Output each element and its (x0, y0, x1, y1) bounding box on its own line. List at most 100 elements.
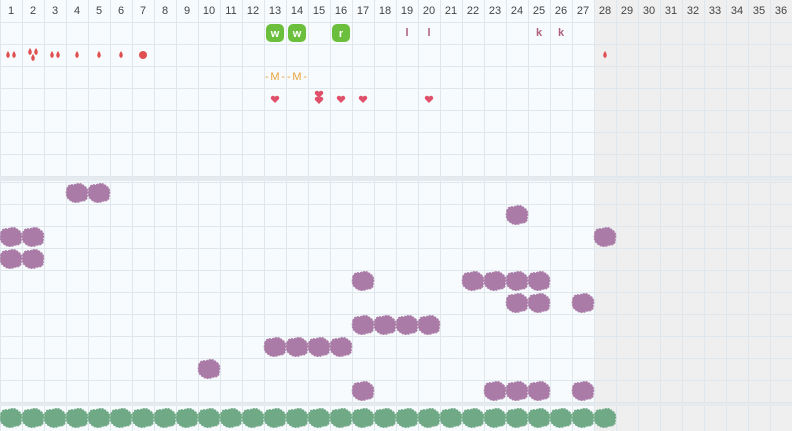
scribble-blob (505, 380, 529, 402)
scribble-blob (351, 380, 375, 402)
scribble-blob (351, 407, 375, 429)
scribble-blob (0, 248, 23, 270)
drop-icon (12, 51, 16, 58)
drop-icon (50, 51, 54, 58)
day-label: 4 (74, 5, 80, 17)
scribble-blob (461, 407, 485, 429)
day-label: 12 (247, 5, 259, 17)
scribble-blob (21, 226, 45, 248)
day-label: 18 (379, 5, 391, 17)
heart-icon (358, 95, 368, 103)
day-label: 19 (401, 5, 413, 17)
panel-divider (0, 403, 792, 406)
day-label: 21 (445, 5, 457, 17)
scribble-blob (131, 407, 155, 429)
scribble-blob (153, 407, 177, 429)
day-label: 22 (467, 5, 479, 17)
scribble-blob (527, 380, 551, 402)
day-label: 14 (291, 5, 303, 17)
scribble-blob (417, 407, 441, 429)
scribble-blob (527, 407, 551, 429)
scribble-blob (87, 407, 111, 429)
scribble-blob (109, 407, 133, 429)
marker-letter: k (536, 27, 543, 39)
day-label: 27 (577, 5, 589, 17)
scribble-blob (197, 358, 221, 380)
drop-icon (97, 51, 101, 58)
scribble-blob (21, 248, 45, 270)
marker-badge (288, 24, 306, 42)
scribble-blob (571, 380, 595, 402)
day-label: 13 (269, 5, 281, 17)
scribble-blob (21, 407, 45, 429)
day-label: 25 (533, 5, 545, 17)
scribble-blob (263, 336, 287, 358)
scribble-blob (505, 407, 529, 429)
day-label: 2 (30, 5, 36, 17)
scribble-blob (43, 407, 67, 429)
day-label: 8 (162, 5, 168, 17)
scribble-blob (483, 270, 507, 292)
drop-icon (28, 48, 32, 55)
scribble-blob (373, 314, 397, 336)
scribble-blob (87, 182, 111, 204)
dot-icon (139, 51, 147, 59)
day-label: 28 (599, 5, 611, 17)
heart-icon (336, 95, 346, 103)
day-label: 17 (357, 5, 369, 17)
scribble-blob (505, 204, 529, 226)
day-label: 33 (709, 5, 721, 17)
scribble-blob (593, 226, 617, 248)
day-label: 34 (731, 5, 743, 17)
scribble-blob (505, 292, 529, 314)
day-label: 15 (313, 5, 325, 17)
day-label: 7 (140, 5, 146, 17)
scribble-blob (351, 314, 375, 336)
drop-icon (75, 51, 79, 58)
drop-icon (34, 48, 38, 55)
marker-letter: r (339, 28, 344, 40)
marker-letter: k (558, 27, 565, 39)
day-label: 5 (96, 5, 102, 17)
day-label: 20 (423, 5, 435, 17)
drop-icon (6, 51, 10, 58)
scribble-blob (571, 292, 595, 314)
heart-icon (314, 96, 324, 104)
scribble-blob (373, 407, 397, 429)
day-label: 6 (118, 5, 124, 17)
inactive-area (594, 0, 792, 431)
scribble-blob (549, 407, 573, 429)
day-label: 16 (335, 5, 347, 17)
scribble-blob (65, 407, 89, 429)
marker-badge (266, 24, 284, 42)
scribble-blob (483, 407, 507, 429)
scribble-blob (197, 407, 221, 429)
scribble-blob (593, 407, 617, 429)
scribble-blob (329, 336, 353, 358)
day-label: 36 (775, 5, 787, 17)
scribble-blob (417, 314, 441, 336)
scribble-blob (461, 270, 485, 292)
marker-letter: l (427, 27, 430, 39)
scribble-blob (219, 407, 243, 429)
scribble-blob (285, 407, 309, 429)
marker-letter: M (292, 71, 301, 83)
day-label: 32 (687, 5, 699, 17)
scribble-blob (395, 314, 419, 336)
marker-letter: w (292, 28, 302, 40)
scribble-blob (0, 407, 23, 429)
drop-icon (603, 51, 607, 58)
scribble-blob (483, 380, 507, 402)
day-label: 9 (184, 5, 190, 17)
day-label: 30 (643, 5, 655, 17)
heart-icon (270, 95, 280, 103)
panel-divider (0, 177, 792, 181)
drop-icon (119, 51, 123, 58)
scribble-blob (65, 182, 89, 204)
scribble-blob (0, 226, 23, 248)
day-label: 3 (52, 5, 58, 17)
scribble-blob (527, 270, 551, 292)
day-label: 26 (555, 5, 567, 17)
scribble-blob (285, 336, 309, 358)
